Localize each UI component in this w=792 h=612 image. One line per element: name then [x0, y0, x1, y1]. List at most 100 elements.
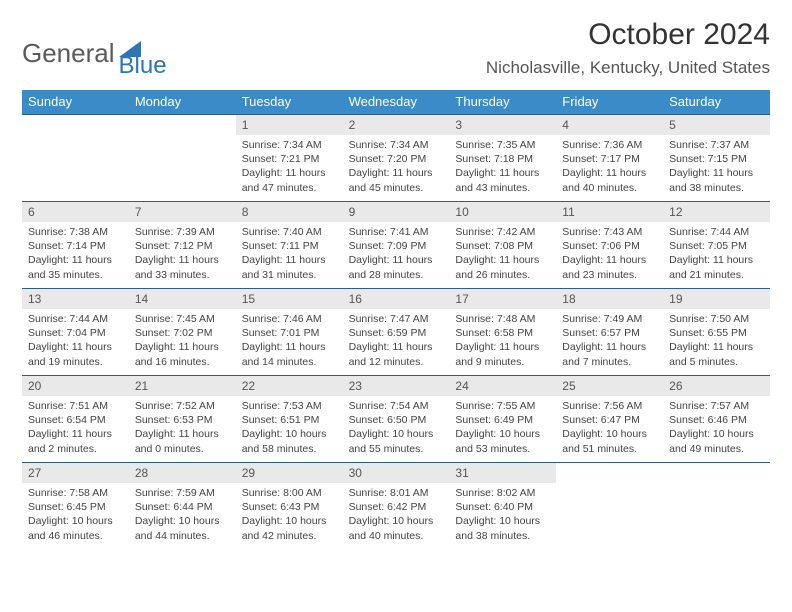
week-row: 27Sunrise: 7:58 AMSunset: 6:45 PMDayligh…	[22, 462, 770, 549]
week-row: 6Sunrise: 7:38 AMSunset: 7:14 PMDaylight…	[22, 201, 770, 288]
sunset-text: Sunset: 7:21 PM	[242, 152, 337, 166]
day-details: Sunrise: 7:39 AMSunset: 7:12 PMDaylight:…	[129, 222, 236, 286]
daylight-text: Daylight: 10 hours and 58 minutes.	[242, 427, 337, 455]
daylight-text: Daylight: 11 hours and 7 minutes.	[562, 340, 657, 368]
day-details: Sunrise: 7:37 AMSunset: 7:15 PMDaylight:…	[663, 135, 770, 199]
day-number: 1	[236, 115, 343, 135]
daylight-text: Daylight: 11 hours and 43 minutes.	[455, 166, 550, 194]
day-cell: 18Sunrise: 7:49 AMSunset: 6:57 PMDayligh…	[556, 289, 663, 375]
day-number: 17	[449, 289, 556, 309]
day-cell: 23Sunrise: 7:54 AMSunset: 6:50 PMDayligh…	[343, 376, 450, 462]
sunrise-text: Sunrise: 7:36 AM	[562, 138, 657, 152]
sunrise-text: Sunrise: 8:01 AM	[349, 486, 444, 500]
day-details: Sunrise: 7:36 AMSunset: 7:17 PMDaylight:…	[556, 135, 663, 199]
day-details: Sunrise: 7:54 AMSunset: 6:50 PMDaylight:…	[343, 396, 450, 460]
daylight-text: Daylight: 11 hours and 0 minutes.	[135, 427, 230, 455]
day-cell: 31Sunrise: 8:02 AMSunset: 6:40 PMDayligh…	[449, 463, 556, 549]
daylight-text: Daylight: 11 hours and 40 minutes.	[562, 166, 657, 194]
day-number: 21	[129, 376, 236, 396]
daylight-text: Daylight: 11 hours and 5 minutes.	[669, 340, 764, 368]
day-details: Sunrise: 7:59 AMSunset: 6:44 PMDaylight:…	[129, 483, 236, 547]
day-cell: 19Sunrise: 7:50 AMSunset: 6:55 PMDayligh…	[663, 289, 770, 375]
day-cell: 13Sunrise: 7:44 AMSunset: 7:04 PMDayligh…	[22, 289, 129, 375]
sunset-text: Sunset: 6:59 PM	[349, 326, 444, 340]
sunset-text: Sunset: 7:04 PM	[28, 326, 123, 340]
day-details: Sunrise: 8:02 AMSunset: 6:40 PMDaylight:…	[449, 483, 556, 547]
day-number: 7	[129, 202, 236, 222]
day-number: 9	[343, 202, 450, 222]
day-details: Sunrise: 7:52 AMSunset: 6:53 PMDaylight:…	[129, 396, 236, 460]
daylight-text: Daylight: 11 hours and 21 minutes.	[669, 253, 764, 281]
daylight-text: Daylight: 11 hours and 9 minutes.	[455, 340, 550, 368]
sunset-text: Sunset: 6:54 PM	[28, 413, 123, 427]
sunrise-text: Sunrise: 7:44 AM	[669, 225, 764, 239]
day-number	[22, 115, 129, 121]
sunrise-text: Sunrise: 7:56 AM	[562, 399, 657, 413]
day-cell: 5Sunrise: 7:37 AMSunset: 7:15 PMDaylight…	[663, 115, 770, 201]
sunset-text: Sunset: 6:58 PM	[455, 326, 550, 340]
day-number: 10	[449, 202, 556, 222]
sunrise-text: Sunrise: 7:46 AM	[242, 312, 337, 326]
sunset-text: Sunset: 7:11 PM	[242, 239, 337, 253]
day-number: 13	[22, 289, 129, 309]
day-details: Sunrise: 7:46 AMSunset: 7:01 PMDaylight:…	[236, 309, 343, 373]
sunrise-text: Sunrise: 7:49 AM	[562, 312, 657, 326]
day-details: Sunrise: 7:49 AMSunset: 6:57 PMDaylight:…	[556, 309, 663, 373]
day-details: Sunrise: 7:47 AMSunset: 6:59 PMDaylight:…	[343, 309, 450, 373]
weekday-header: Wednesday	[343, 90, 450, 114]
sunset-text: Sunset: 7:18 PM	[455, 152, 550, 166]
sunrise-text: Sunrise: 7:47 AM	[349, 312, 444, 326]
sunset-text: Sunset: 7:02 PM	[135, 326, 230, 340]
sunset-text: Sunset: 7:15 PM	[669, 152, 764, 166]
day-details: Sunrise: 7:48 AMSunset: 6:58 PMDaylight:…	[449, 309, 556, 373]
day-details: Sunrise: 7:42 AMSunset: 7:08 PMDaylight:…	[449, 222, 556, 286]
sunset-text: Sunset: 7:17 PM	[562, 152, 657, 166]
sunset-text: Sunset: 7:06 PM	[562, 239, 657, 253]
day-details: Sunrise: 7:43 AMSunset: 7:06 PMDaylight:…	[556, 222, 663, 286]
day-number: 20	[22, 376, 129, 396]
sunset-text: Sunset: 7:08 PM	[455, 239, 550, 253]
daylight-text: Daylight: 11 hours and 47 minutes.	[242, 166, 337, 194]
day-details: Sunrise: 7:44 AMSunset: 7:04 PMDaylight:…	[22, 309, 129, 373]
day-number: 8	[236, 202, 343, 222]
sunset-text: Sunset: 6:57 PM	[562, 326, 657, 340]
sunrise-text: Sunrise: 7:57 AM	[669, 399, 764, 413]
daylight-text: Daylight: 11 hours and 45 minutes.	[349, 166, 444, 194]
sunrise-text: Sunrise: 7:41 AM	[349, 225, 444, 239]
day-cell: 14Sunrise: 7:45 AMSunset: 7:02 PMDayligh…	[129, 289, 236, 375]
sunset-text: Sunset: 7:09 PM	[349, 239, 444, 253]
weeks-container: 1Sunrise: 7:34 AMSunset: 7:21 PMDaylight…	[22, 114, 770, 549]
day-details: Sunrise: 7:45 AMSunset: 7:02 PMDaylight:…	[129, 309, 236, 373]
day-details: Sunrise: 7:44 AMSunset: 7:05 PMDaylight:…	[663, 222, 770, 286]
day-number: 5	[663, 115, 770, 135]
day-cell: 3Sunrise: 7:35 AMSunset: 7:18 PMDaylight…	[449, 115, 556, 201]
daylight-text: Daylight: 11 hours and 23 minutes.	[562, 253, 657, 281]
location-text: Nicholasville, Kentucky, United States	[486, 58, 770, 78]
day-number: 29	[236, 463, 343, 483]
day-details: Sunrise: 7:38 AMSunset: 7:14 PMDaylight:…	[22, 222, 129, 286]
daylight-text: Daylight: 11 hours and 2 minutes.	[28, 427, 123, 455]
sunset-text: Sunset: 7:05 PM	[669, 239, 764, 253]
daylight-text: Daylight: 10 hours and 51 minutes.	[562, 427, 657, 455]
sunset-text: Sunset: 7:12 PM	[135, 239, 230, 253]
day-cell: 22Sunrise: 7:53 AMSunset: 6:51 PMDayligh…	[236, 376, 343, 462]
week-row: 20Sunrise: 7:51 AMSunset: 6:54 PMDayligh…	[22, 375, 770, 462]
sunset-text: Sunset: 6:51 PM	[242, 413, 337, 427]
day-cell	[22, 115, 129, 201]
day-number: 2	[343, 115, 450, 135]
day-cell: 21Sunrise: 7:52 AMSunset: 6:53 PMDayligh…	[129, 376, 236, 462]
sunrise-text: Sunrise: 7:42 AM	[455, 225, 550, 239]
day-number: 25	[556, 376, 663, 396]
daylight-text: Daylight: 10 hours and 49 minutes.	[669, 427, 764, 455]
day-cell: 6Sunrise: 7:38 AMSunset: 7:14 PMDaylight…	[22, 202, 129, 288]
day-number: 6	[22, 202, 129, 222]
day-cell: 15Sunrise: 7:46 AMSunset: 7:01 PMDayligh…	[236, 289, 343, 375]
sunset-text: Sunset: 7:14 PM	[28, 239, 123, 253]
weekday-header-row: Sunday Monday Tuesday Wednesday Thursday…	[22, 90, 770, 114]
sunset-text: Sunset: 7:01 PM	[242, 326, 337, 340]
day-details: Sunrise: 8:01 AMSunset: 6:42 PMDaylight:…	[343, 483, 450, 547]
sunrise-text: Sunrise: 7:39 AM	[135, 225, 230, 239]
day-number	[556, 463, 663, 469]
daylight-text: Daylight: 10 hours and 40 minutes.	[349, 514, 444, 542]
day-details: Sunrise: 7:51 AMSunset: 6:54 PMDaylight:…	[22, 396, 129, 460]
